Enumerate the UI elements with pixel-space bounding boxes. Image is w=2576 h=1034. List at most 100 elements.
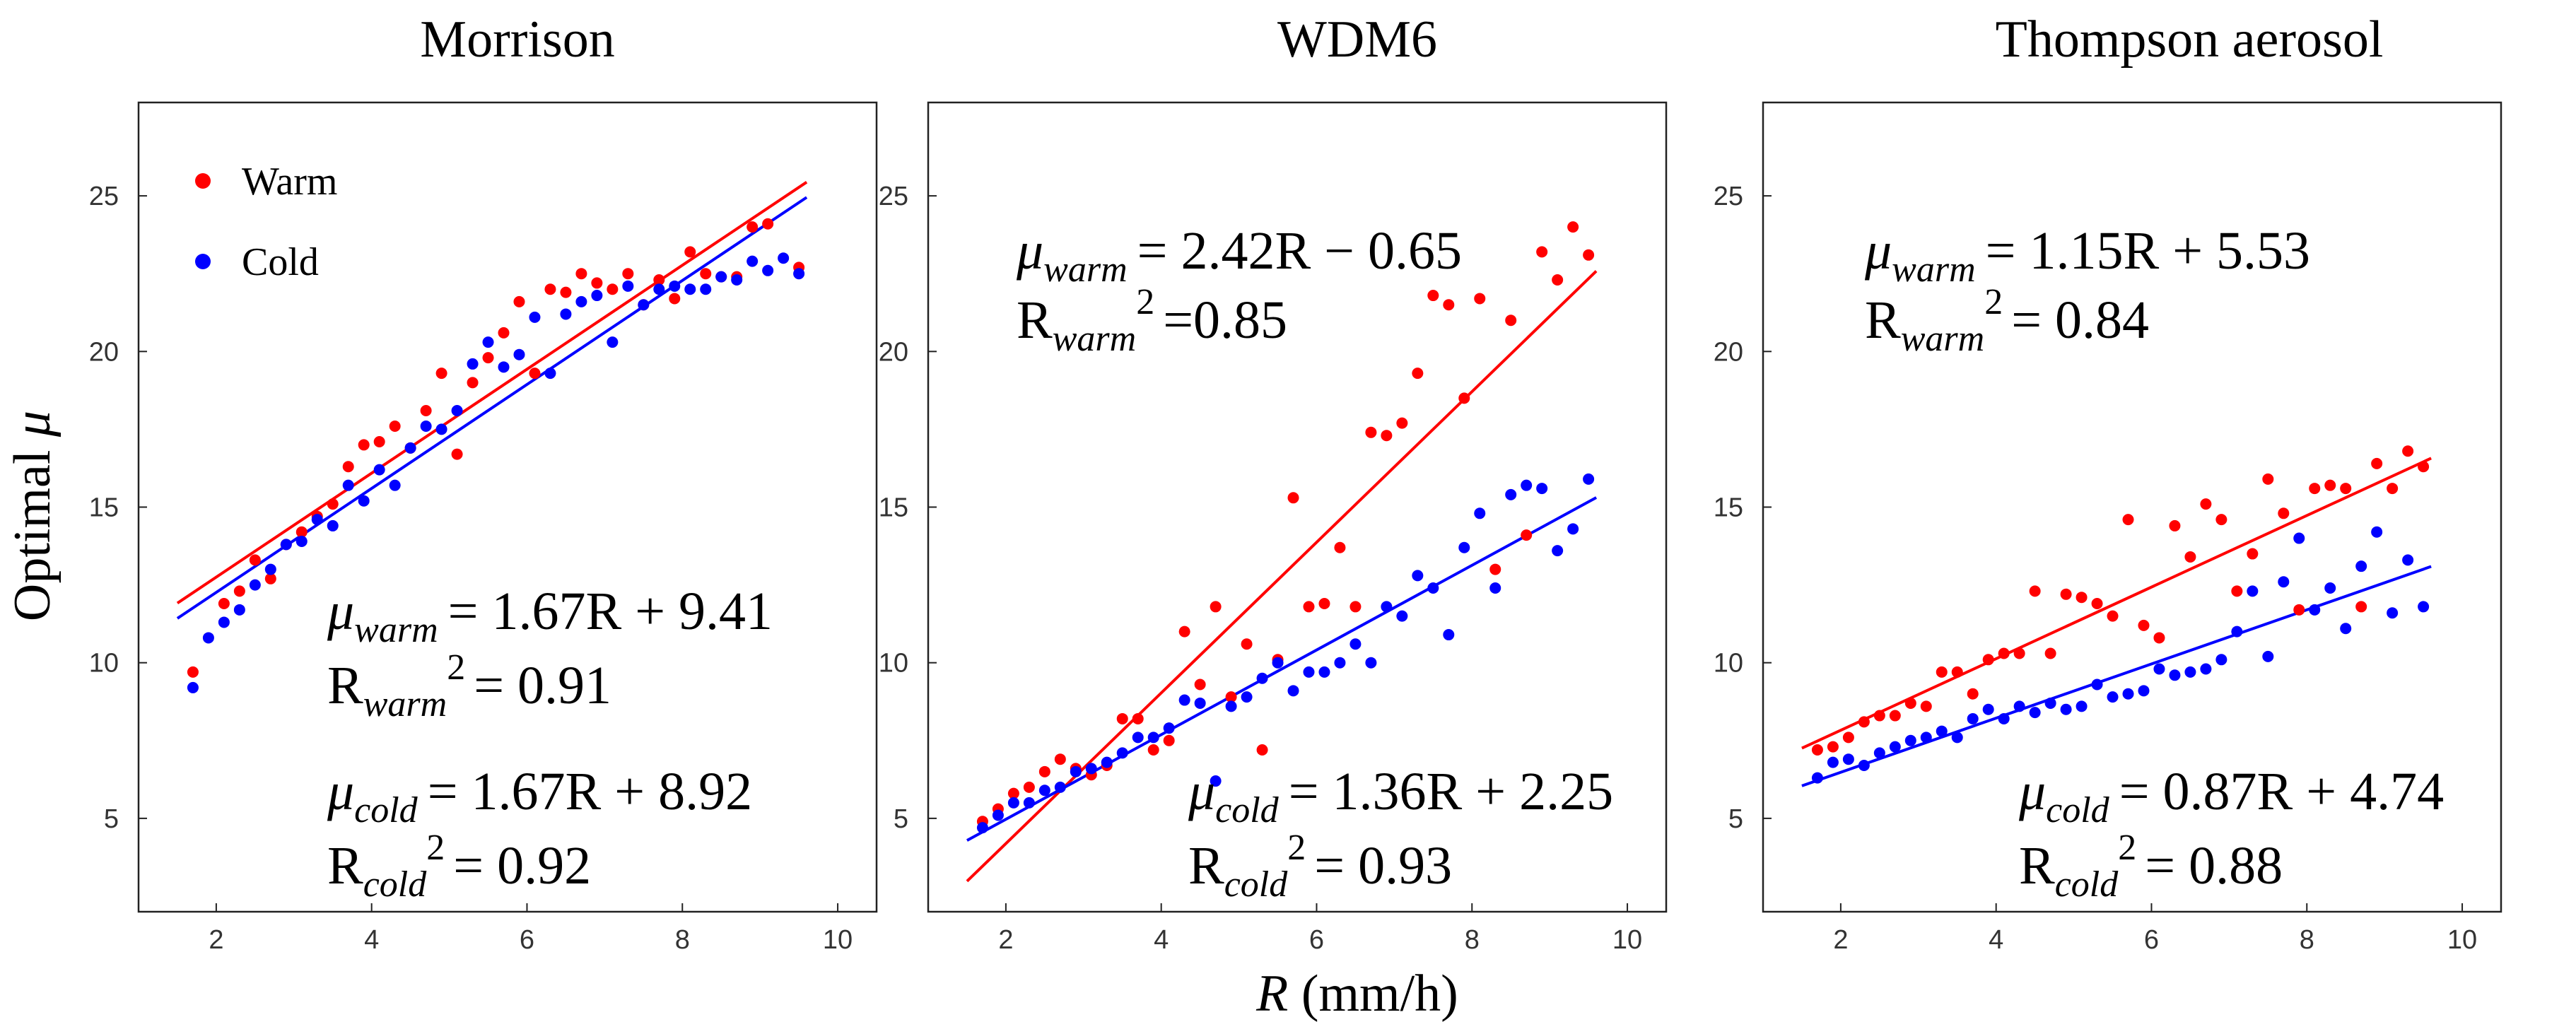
point-warm [2402,445,2414,457]
data-points [976,221,1595,834]
point-cold [327,519,339,531]
point-cold [2200,663,2212,675]
equation-cold: μcold = 0.87R + 4.74 [2018,762,2444,830]
point-cold [1194,697,1206,709]
r2-warm: Rwarm2 =0.85 [1017,282,1287,359]
point-warm [1147,744,1159,756]
point-cold [1505,488,1517,500]
point-warm [2340,483,2352,495]
equation-warm: μwarm = 1.15R + 5.53 [1864,221,2310,290]
y-tick-label: 25 [1714,182,1743,211]
point-cold [1904,734,1916,746]
point-cold [1474,507,1486,519]
x-axis-label-symbol: R [1255,965,1288,1023]
point-warm [529,368,541,380]
point-cold [1552,545,1564,557]
r2-cold: Rcold2 = 0.88 [2019,828,2283,905]
point-warm [1318,598,1330,610]
point-warm [1521,529,1533,541]
point-cold [607,336,619,348]
point-warm [1241,638,1253,650]
point-cold [622,280,634,292]
point-warm [451,448,463,460]
point-cold [1998,712,2010,724]
point-warm [1381,430,1393,442]
point-cold [1241,691,1253,703]
point-cold [715,271,727,283]
point-cold [1256,672,1268,684]
point-warm [2169,519,2181,531]
point-cold [1920,732,1932,744]
point-warm [2278,507,2290,519]
point-cold [1967,712,1979,724]
point-cold [1458,541,1470,553]
r2-warm: Rwarm2 = 0.91 [327,647,611,724]
point-cold [1038,785,1050,797]
point-cold [280,539,292,551]
point-warm [1858,716,1870,728]
point-warm [1811,744,1823,756]
point-cold [1163,722,1175,734]
y-tick-label: 10 [1714,649,1743,678]
point-cold [1225,700,1237,712]
point-warm [187,666,199,678]
point-cold [669,280,681,292]
point-cold [560,308,572,320]
point-cold [1889,741,1901,753]
point-warm [1998,647,2010,659]
point-cold [1365,657,1377,669]
point-warm [1489,563,1501,575]
point-cold [451,404,463,416]
point-cold [544,368,556,380]
point-cold [2247,585,2259,597]
legend-label-cold: Cold [242,240,319,284]
point-cold [2184,666,2196,678]
point-cold [1178,694,1190,706]
point-cold [2153,663,2165,675]
point-cold [513,348,525,360]
point-cold [311,514,323,526]
point-warm [2215,514,2227,526]
point-warm [1412,368,1424,380]
y-tick-label: 5 [104,804,119,834]
point-warm [482,352,494,364]
point-warm [1904,697,1916,709]
point-warm [2184,551,2196,563]
point-cold [2013,700,2025,712]
point-warm [653,274,665,286]
point-warm [2293,604,2305,616]
point-cold [1443,629,1455,641]
point-warm [2309,483,2321,495]
point-warm [2107,610,2119,622]
point-cold [1536,483,1548,495]
x-tick-label: 2 [1833,925,1848,955]
point-warm [622,268,634,280]
point-warm [2262,473,2274,485]
point-cold [762,264,774,276]
point-cold [2169,669,2181,681]
x-axis-label: R (mm/h) [1255,965,1458,1023]
point-cold [420,421,432,432]
plot-frame [1762,101,2502,913]
point-warm [327,498,339,510]
point-cold [467,358,479,370]
point-warm [544,283,556,295]
point-cold [1101,756,1113,768]
point-warm [498,327,510,339]
y-axis-label: Optimal μ [4,411,62,621]
point-cold [1085,763,1097,775]
x-tick-label: 8 [1465,925,1480,955]
point-warm [1889,710,1901,722]
point-warm [1116,712,1128,724]
point-cold [2060,703,2072,715]
panel-thompson-aerosol: Thompson aerosol 2 4 6 8 10 5 10 15 20 25 μwarm = … [1714,11,2502,955]
point-cold [1334,657,1346,669]
point-cold [342,479,354,491]
point-cold [2076,700,2088,712]
point-warm [264,572,276,584]
y-tick-label: 20 [89,337,119,367]
point-warm [684,246,696,258]
point-cold [992,809,1004,821]
point-cold [1381,601,1393,613]
fit-line-cold [966,496,1598,842]
